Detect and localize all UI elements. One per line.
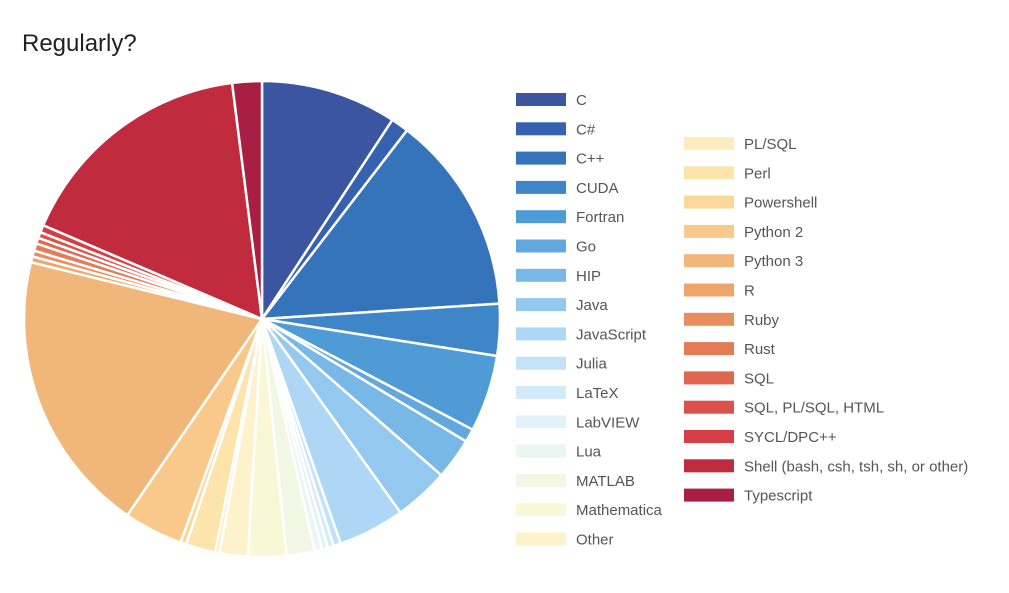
legend-label: C#	[576, 121, 596, 138]
legend-item-java[interactable]: Java	[516, 297, 608, 314]
legend-item-mathematica[interactable]: Mathematica	[516, 502, 663, 519]
legend-swatch	[516, 298, 566, 312]
legend-item-r[interactable]: R	[684, 283, 755, 300]
legend-item-python-3[interactable]: Python 3	[684, 253, 803, 270]
pie-slices	[22, 79, 502, 559]
legend-label: SQL, PL/SQL, HTML	[744, 400, 884, 417]
legend-label: C++	[576, 151, 605, 168]
legend-label: C	[576, 92, 587, 109]
legend-item-sql-pl-sql-html[interactable]: SQL, PL/SQL, HTML	[684, 400, 884, 417]
legend-swatch	[516, 122, 566, 136]
legend-label: PL/SQL	[744, 136, 797, 153]
legend-swatch	[684, 488, 734, 502]
legend-swatch	[684, 459, 734, 473]
pie-slice-shell-bash-csh-tsh-sh-or-other	[42, 81, 264, 321]
legend-label: SYCL/DPC++	[744, 429, 837, 446]
legend-label: Shell (bash, csh, tsh, sh, or other)	[744, 458, 968, 475]
legend-swatch	[516, 180, 566, 194]
legend-label: HIP	[576, 268, 601, 285]
legend-label: Perl	[744, 165, 771, 182]
legend-item-c[interactable]: C#	[516, 121, 596, 138]
legend-swatch	[684, 166, 734, 180]
legend-item-shell-bash-csh-tsh-sh-or-other[interactable]: Shell (bash, csh, tsh, sh, or other)	[684, 458, 968, 475]
legend-label: Mathematica	[576, 502, 663, 519]
legend-label: Typescript	[744, 488, 813, 505]
legend-label: Rust	[744, 341, 776, 358]
legend-label: Python 3	[744, 253, 803, 270]
legend-item-pl-sql[interactable]: PL/SQL	[684, 136, 797, 153]
legend-label: JavaScript	[576, 326, 647, 343]
legend-item-matlab[interactable]: MATLAB	[516, 473, 635, 490]
pie-slice-c	[260, 79, 394, 321]
legend-item-typescript[interactable]: Typescript	[684, 488, 813, 505]
legend-label: Lua	[576, 444, 602, 461]
pie-slice-typescript	[230, 79, 264, 321]
legend-item-julia[interactable]: Julia	[516, 356, 608, 373]
legend-swatch	[516, 473, 566, 487]
legend-item-other[interactable]: Other	[516, 532, 614, 549]
legend-item-sql[interactable]: SQL	[684, 370, 774, 387]
legend-swatch	[684, 195, 734, 209]
legend-swatch	[684, 283, 734, 297]
legend-swatch	[516, 532, 566, 546]
legend-label: LaTeX	[576, 385, 619, 402]
legend-swatch	[684, 371, 734, 385]
legend-swatch	[684, 342, 734, 356]
legend-item-fortran[interactable]: Fortran	[516, 209, 624, 226]
legend-swatch	[516, 93, 566, 106]
legend-swatch	[684, 400, 734, 414]
legend-item-latex[interactable]: LaTeX	[516, 385, 619, 402]
legend-swatch	[516, 151, 566, 165]
legend-label: Fortran	[576, 209, 624, 226]
legend-label: R	[744, 283, 755, 300]
legend-item-c[interactable]: C++	[516, 151, 605, 168]
legend-item-c[interactable]: C	[516, 92, 587, 109]
legend-label: Go	[576, 239, 596, 256]
legend-item-go[interactable]: Go	[516, 239, 596, 256]
legend-swatch	[516, 327, 566, 341]
legend: C C# C++ CUDA Fortran Go HIP Java JavaScript Juli…	[516, 92, 968, 549]
legend-swatch	[684, 254, 734, 268]
pie-slice-python-3	[22, 260, 264, 517]
legend-swatch	[684, 224, 734, 238]
legend-label: Other	[576, 532, 614, 549]
legend-item-ruby[interactable]: Ruby	[684, 312, 780, 329]
legend-swatch	[684, 137, 734, 150]
legend-item-labview[interactable]: LabVIEW	[516, 414, 640, 431]
legend-label: CUDA	[576, 180, 619, 197]
legend-label: Julia	[576, 356, 608, 373]
legend-item-python-2[interactable]: Python 2	[684, 224, 803, 241]
legend-swatch	[516, 444, 566, 458]
legend-swatch	[516, 356, 566, 370]
legend-label: Ruby	[744, 312, 780, 329]
legend-label: Powershell	[744, 195, 817, 212]
legend-swatch	[516, 239, 566, 253]
legend-label: Java	[576, 297, 608, 314]
legend-label: LabVIEW	[576, 414, 640, 431]
legend-label: SQL	[744, 370, 774, 387]
legend-swatch	[516, 503, 566, 517]
legend-item-hip[interactable]: HIP	[516, 268, 601, 285]
chart-title: Regularly?	[22, 30, 137, 57]
legend-item-sycl-dpc[interactable]: SYCL/DPC++	[684, 429, 837, 446]
legend-item-rust[interactable]: Rust	[684, 341, 776, 358]
legend-swatch	[516, 268, 566, 282]
pie-slice-c	[260, 129, 501, 321]
legend-item-perl[interactable]: Perl	[684, 165, 771, 182]
legend-swatch	[516, 386, 566, 399]
legend-label: Python 2	[744, 224, 803, 241]
legend-swatch	[684, 312, 734, 326]
legend-swatch	[684, 430, 734, 443]
legend-swatch	[516, 415, 566, 429]
legend-item-powershell[interactable]: Powershell	[684, 195, 817, 212]
legend-swatch	[516, 210, 566, 224]
legend-item-cuda[interactable]: CUDA	[516, 180, 619, 197]
legend-item-javascript[interactable]: JavaScript	[516, 326, 647, 343]
legend-label: MATLAB	[576, 473, 635, 490]
legend-item-lua[interactable]: Lua	[516, 444, 602, 461]
